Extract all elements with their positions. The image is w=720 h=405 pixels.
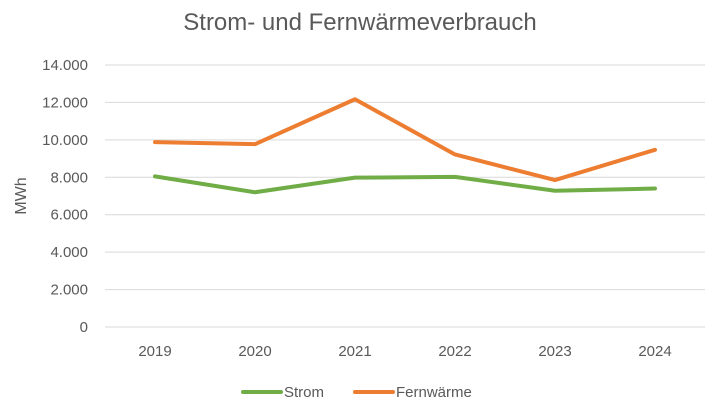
x-tick-label: 2024 — [638, 343, 671, 360]
legend-label: Strom — [284, 384, 324, 401]
x-tick-label: 2021 — [338, 343, 371, 360]
y-tick-label: 14.000 — [42, 57, 88, 74]
chart-title: Strom- und Fernwärmeverbrauch — [183, 9, 536, 36]
legend-label: Fernwärme — [396, 384, 472, 401]
x-tick-label: 2019 — [138, 343, 171, 360]
y-tick-label: 4.000 — [50, 244, 88, 261]
y-axis-ticks: 0 2.000 4.000 6.000 8.000 10.000 12.000 14.000 — [42, 57, 88, 336]
y-tick-label: 12.000 — [42, 94, 88, 111]
y-tick-label: 2.000 — [50, 282, 88, 299]
series-lines — [153, 97, 657, 195]
y-tick-label: 6.000 — [50, 207, 88, 224]
y-axis-label: MWh — [13, 177, 30, 214]
x-tick-label: 2023 — [538, 343, 571, 360]
gridlines — [105, 64, 705, 328]
series-line-fernwärme — [153, 97, 657, 183]
y-tick-label: 10.000 — [42, 132, 88, 149]
x-tick-label: 2020 — [238, 343, 271, 360]
legend: Strom Fernwärme — [241, 384, 472, 401]
y-tick-label: 0 — [80, 319, 88, 336]
y-tick-label: 8.000 — [50, 169, 88, 186]
x-tick-label: 2022 — [438, 343, 471, 360]
x-axis-ticks: 2019 2020 2021 2022 2023 2024 — [138, 343, 671, 360]
series-line-strom — [153, 174, 657, 195]
